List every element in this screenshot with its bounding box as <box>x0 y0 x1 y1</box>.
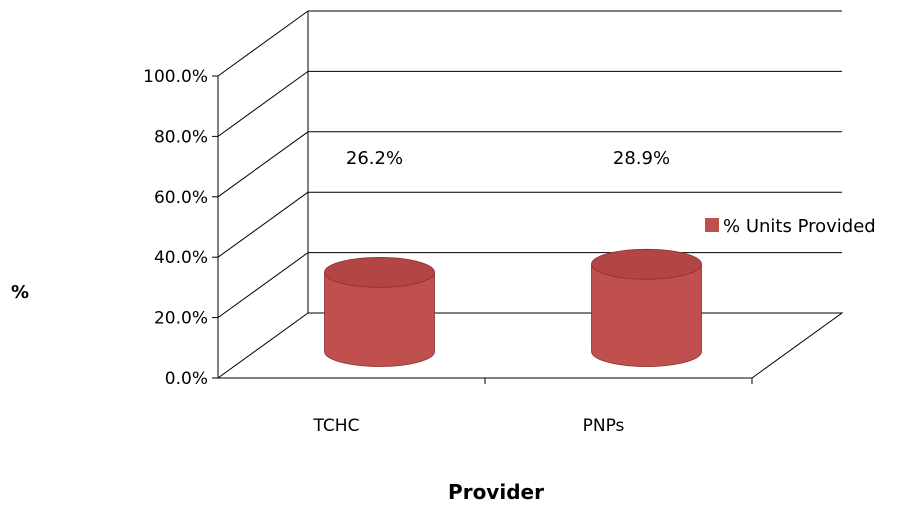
y-tick-label: 60.0% <box>154 188 208 208</box>
bar-body <box>324 271 435 367</box>
bar-body <box>591 263 702 367</box>
floor <box>216 312 844 379</box>
y-tick-label: 100.0% <box>143 67 208 87</box>
legend-label: % Units Provided <box>723 216 876 237</box>
bars-layer <box>324 248 702 367</box>
data-label: 28.9% <box>613 148 670 169</box>
y-tick-label: 80.0% <box>154 127 208 147</box>
legend-swatch <box>705 218 719 232</box>
grid-layer <box>212 10 844 384</box>
labels-layer: 0.0% 20.0% 40.0% 60.0% 80.0% 100.0% TCHC 26.2% P… <box>143 67 670 436</box>
bar-top <box>324 256 435 288</box>
y-tick-label: 20.0% <box>154 309 208 329</box>
x-axis-title: Provider <box>448 480 544 504</box>
y-axis-title: % <box>11 282 29 303</box>
y-tick-label: 0.0% <box>165 369 208 389</box>
legend: % Units Provided <box>705 216 876 237</box>
x-tick-label: TCHC <box>313 416 360 436</box>
gridline-diagonal <box>217 191 309 258</box>
y-tick-label: 40.0% <box>154 248 208 268</box>
gridline-diagonal <box>217 70 309 137</box>
data-label: 26.2% <box>346 148 403 169</box>
x-tick-label: PNPs <box>583 416 625 436</box>
gridline-diagonal <box>217 10 309 77</box>
gridline-diagonal <box>217 131 309 198</box>
bar-top <box>591 248 702 280</box>
gridline-diagonal <box>217 252 309 319</box>
